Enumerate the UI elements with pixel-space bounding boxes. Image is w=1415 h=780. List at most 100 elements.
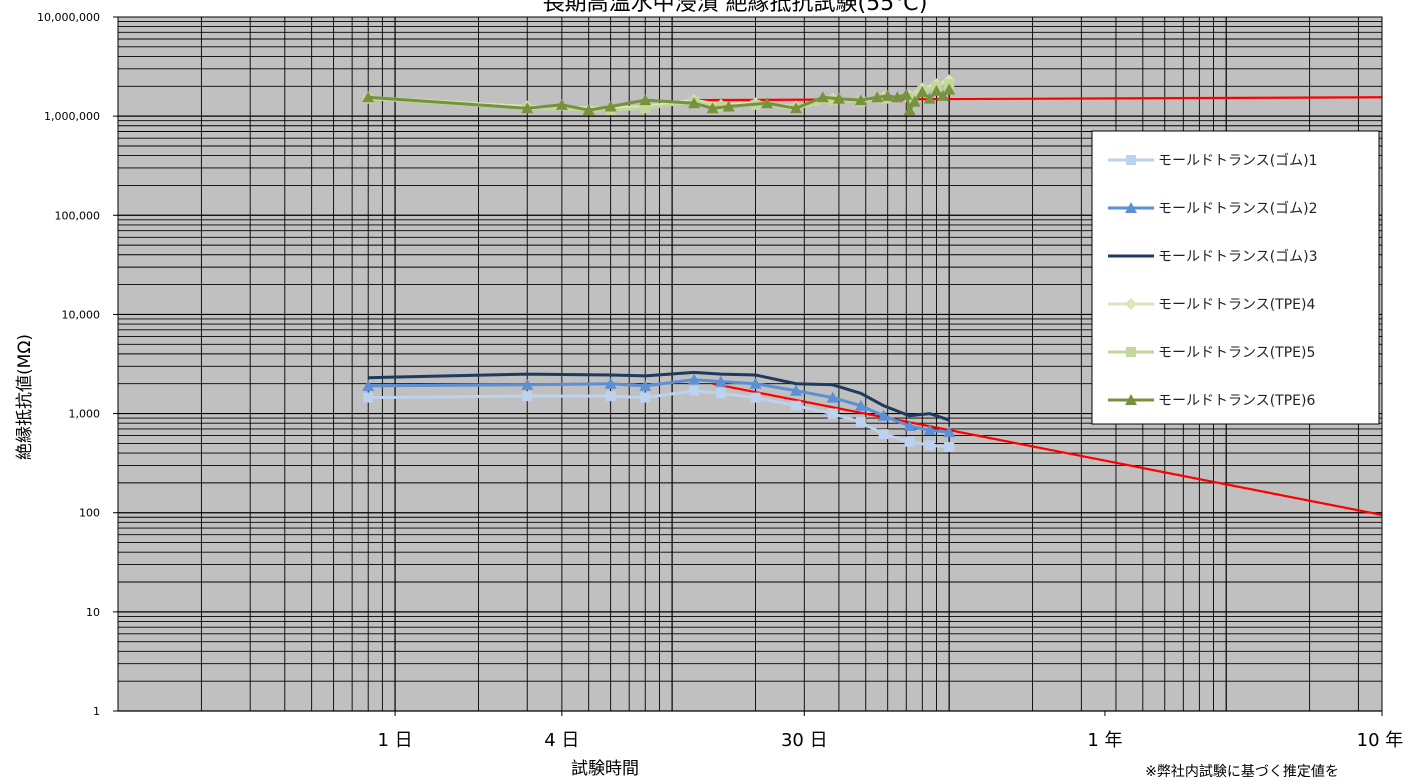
data-point — [904, 436, 915, 447]
data-point — [923, 424, 936, 436]
data-point — [714, 375, 727, 387]
data-point — [854, 399, 867, 411]
data-point — [604, 377, 617, 389]
data-point — [688, 373, 701, 385]
chart-title: 長期高温水中浸漬 絶縁抵抗試験(55℃) — [543, 0, 928, 16]
data-point — [1125, 298, 1137, 310]
data-point — [916, 86, 929, 98]
data-point — [639, 94, 652, 106]
data-point — [640, 103, 651, 114]
data-point — [521, 378, 534, 390]
y-axis-ticks: 1 10 100 1,000 10,000 100,000 1,000,000 10,000,… — [37, 11, 118, 718]
data-point — [605, 391, 616, 402]
y-tick-label: 10,000 — [62, 308, 101, 321]
data-point — [790, 400, 801, 411]
legend-entry: モールドトランス(TPE)4 — [1108, 297, 1315, 313]
data-point — [604, 100, 617, 112]
data-point — [521, 102, 534, 114]
legend-label: モールドトランス(ゴム)1 — [1158, 152, 1318, 169]
trend-lines — [694, 96, 1383, 517]
legend-entry: モールドトランス(ゴム)2 — [1108, 200, 1318, 217]
data-point — [522, 391, 533, 402]
x-tick-label: 4 日 — [544, 730, 579, 751]
data-point — [760, 97, 773, 109]
y-tick-label: 100,000 — [55, 209, 101, 222]
data-point — [1126, 347, 1136, 357]
series-3 — [368, 370, 950, 422]
series-6 — [362, 83, 956, 116]
data-point — [1126, 155, 1136, 165]
legend: モールドトランス(ゴム)1 モールドトランス(ゴム)2 モールドトランス(ゴム)3 モ… — [1091, 130, 1380, 425]
data-point — [689, 385, 700, 396]
data-point — [688, 97, 701, 109]
data-point — [706, 102, 719, 114]
data-point — [878, 429, 889, 440]
y-tick-label: 100 — [79, 507, 100, 520]
data-point — [1125, 202, 1137, 213]
data-point — [943, 83, 956, 95]
data-point — [855, 417, 866, 428]
data-point — [1125, 394, 1137, 405]
x-tick-label: 30 日 — [781, 730, 828, 751]
data-point — [640, 392, 651, 403]
plot-border — [117, 16, 1383, 712]
data-point — [930, 84, 943, 96]
data-point — [639, 379, 652, 391]
data-point — [827, 408, 838, 419]
data-point — [854, 94, 867, 106]
legend-box — [1091, 130, 1380, 425]
legend-entry: モールドトランス(ゴム)3 — [1108, 248, 1318, 265]
series-line — [368, 370, 950, 422]
data-point — [944, 442, 955, 453]
data-point — [722, 100, 735, 112]
data-point — [871, 91, 884, 103]
data-point — [903, 419, 916, 431]
series-1 — [363, 385, 955, 453]
legend-label: モールドトランス(TPE)4 — [1158, 297, 1315, 313]
data-point — [789, 384, 802, 396]
trend-line — [712, 382, 1383, 517]
data-point — [363, 392, 374, 403]
data-point — [789, 102, 802, 114]
data-point — [749, 377, 762, 389]
x-tick-label: 1 年 — [1087, 730, 1122, 751]
legend-entry: モールドトランス(TPE)5 — [1108, 345, 1315, 361]
legend-label: モールドトランス(ゴム)2 — [1158, 200, 1318, 217]
data-point — [582, 104, 595, 116]
y-tick-label: 1 — [93, 705, 100, 718]
y-tick-label: 1,000,000 — [44, 110, 100, 123]
legend-entry: モールドトランス(ゴム)1 — [1108, 152, 1318, 169]
x-tick-label: 10 年 — [1357, 730, 1404, 751]
data-point — [555, 98, 568, 110]
data-point — [943, 426, 956, 438]
data-point — [908, 95, 921, 107]
legend-label: モールドトランス(TPE)6 — [1158, 393, 1315, 409]
footnote: ※弊社内試験に基づく推定値を — [1145, 763, 1339, 780]
series-line — [368, 378, 950, 434]
data-point — [877, 409, 890, 421]
x-tick-label: 1 日 — [377, 730, 412, 751]
data-point — [826, 391, 839, 403]
trend-line — [694, 96, 1383, 102]
y-tick-label: 10,000,000 — [37, 11, 100, 24]
data-point — [362, 91, 375, 103]
series-2 — [362, 373, 956, 438]
legend-label: モールドトランス(ゴム)3 — [1158, 248, 1318, 265]
data-point — [750, 392, 761, 403]
data-series — [362, 74, 956, 453]
x-axis-label: 試験時間 — [571, 759, 639, 779]
y-tick-label: 1,000 — [69, 408, 101, 421]
data-point — [715, 388, 726, 399]
data-point — [900, 88, 913, 100]
legend-entry: モールドトランス(TPE)6 — [1108, 393, 1315, 409]
legend-label: モールドトランス(TPE)5 — [1158, 345, 1315, 361]
data-point — [923, 92, 936, 104]
data-point — [816, 91, 829, 103]
data-point — [362, 379, 375, 391]
y-tick-label: 10 — [86, 606, 100, 619]
y-axis-label: 絶縁抵抗値(MΩ) — [15, 334, 35, 460]
data-point — [827, 95, 838, 106]
data-point — [903, 104, 916, 116]
data-point — [881, 89, 894, 101]
